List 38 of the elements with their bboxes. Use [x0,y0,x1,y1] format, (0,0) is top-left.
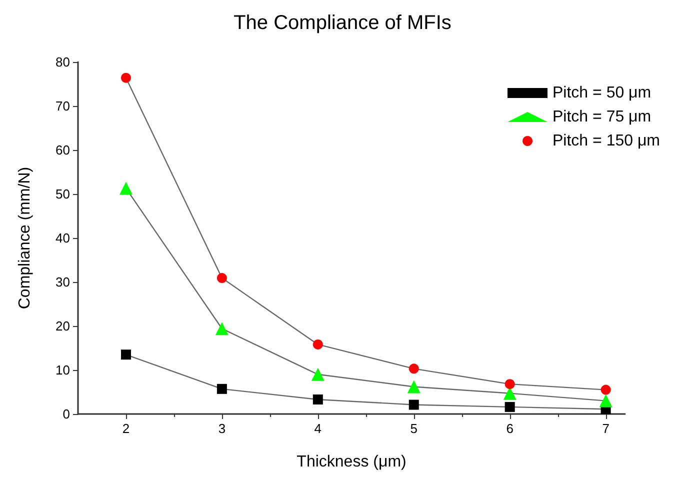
legend-label: Pitch = 150 μm [552,132,660,150]
point [408,400,419,410]
y-tick-label: 70 [56,98,70,114]
point [408,364,419,374]
point [216,273,227,284]
point [312,339,323,350]
x-tick-label: 7 [602,421,610,436]
y-tick-label: 0 [62,406,70,422]
y-tick-label: 10 [56,362,70,378]
y-tick-label: 30 [56,274,70,290]
point [504,402,515,412]
legend-label: Pitch = 50 μm [552,84,652,102]
point [119,182,132,195]
x-tick-label: 4 [314,421,322,436]
point [504,379,515,390]
x-tick-label: 2 [122,421,130,436]
point [503,386,516,400]
x-tick-label: 6 [506,421,514,436]
y-tick-label: 20 [56,318,70,334]
point [120,350,131,360]
point [599,394,612,408]
y-axis-title: Compliance (mm/N) [16,166,34,310]
point [407,380,420,394]
legend-label: Pitch = 75 μm [552,108,652,126]
chart-title: The Compliance of MFIs [234,12,452,34]
point [216,384,227,394]
point [120,72,131,83]
y-tick-label: 40 [56,230,70,246]
x-tick-label: 5 [410,421,418,436]
y-tick-label: 80 [56,54,70,70]
point [312,394,323,404]
x-axis-title: Thickness (μm) [296,454,406,470]
y-tick-label: 60 [56,142,70,158]
point [600,384,611,395]
x-tick-label: 3 [218,421,226,436]
point [215,322,228,336]
point [311,368,324,381]
y-tick-label: 50 [56,186,70,202]
